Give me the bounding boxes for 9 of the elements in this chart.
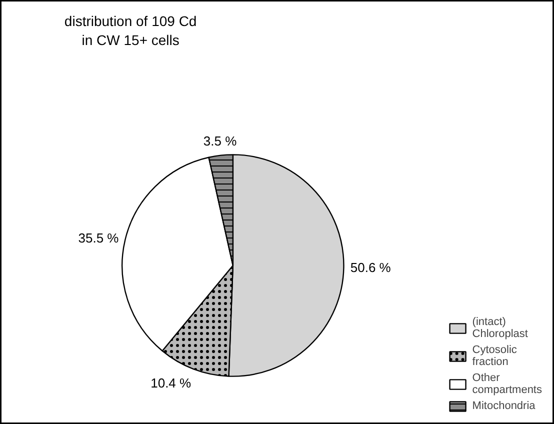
legend-label: (intact) Chloroplast <box>472 316 528 340</box>
data-label: 3.5 % <box>203 134 238 149</box>
legend-label: Mitochondria <box>472 400 536 412</box>
data-label: 50.6 % <box>350 260 392 276</box>
data-label: 10.4 % <box>150 375 192 390</box>
data-label: 35.5 % <box>78 230 120 246</box>
legend-label: Other compartments <box>472 372 542 396</box>
legend-label: Cytosolic fraction <box>472 344 517 368</box>
chart-title: distribution of 109 Cd in CW 15+ cells <box>64 13 197 48</box>
